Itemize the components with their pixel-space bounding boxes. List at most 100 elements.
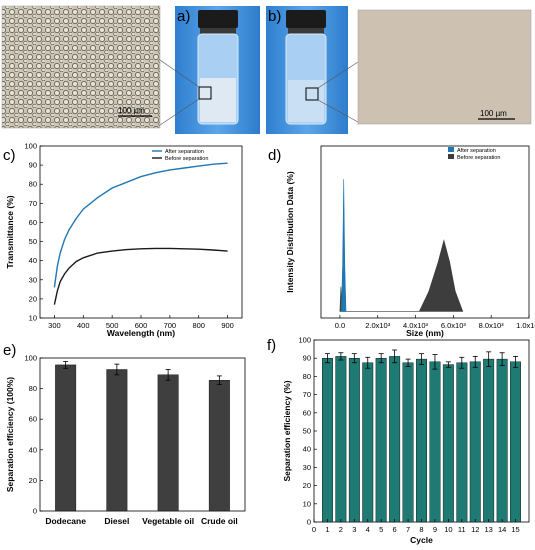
y-axis-label: Separation efficiency (%) [282, 380, 292, 481]
y-tick-label: 100 [24, 354, 37, 363]
x-tick-label: 11 [458, 525, 466, 534]
zoom-box-after [305, 87, 319, 101]
bar [55, 364, 77, 512]
zoom-box-before [198, 86, 212, 100]
plot-frame [39, 357, 246, 512]
x-tick-label: 7 [406, 525, 410, 534]
x-tick-label: 900 [221, 321, 234, 330]
x-axis-label: Cycle [410, 535, 433, 545]
bar [322, 358, 333, 523]
bar [335, 356, 347, 523]
plot-frame [320, 145, 530, 319]
y-tick-label: 60 [303, 408, 311, 417]
chart-panel-c: 10 20 30 40 50 60 70 80 90 100 300 400 500 600 700 800 9… [3, 142, 243, 338]
y-tick-label: 80 [29, 384, 37, 393]
bar [348, 358, 360, 523]
y-tick-label: 60 [29, 415, 37, 424]
bar [208, 380, 230, 512]
bar [456, 362, 468, 523]
y-tick-label: 30 [303, 463, 311, 472]
y-tick-label: 20 [29, 294, 37, 303]
zoom-line [317, 99, 359, 123]
panel-label: f) [267, 337, 276, 354]
y-tick-label: 80 [29, 180, 37, 189]
panel-label: c) [3, 147, 16, 164]
x-tick-label: 15 [511, 525, 519, 534]
zoom-line [159, 98, 200, 126]
y-tick-label: 50 [29, 237, 37, 246]
x-tick-label: 14 [498, 525, 506, 534]
legend-swatch [448, 147, 454, 152]
y-axis-label: Transmittance (%) [5, 195, 15, 268]
x-tick-label: 6.0x10³ [441, 321, 467, 330]
x-tick-label: 300 [48, 321, 61, 330]
x-axis-label: Wavelength (nm) [107, 328, 175, 338]
legend-label: Before separation [457, 155, 500, 161]
micrograph-before: 100 µm [1, 5, 161, 129]
y-tick-label: 100 [298, 336, 311, 345]
plot-frame [39, 145, 243, 319]
zoom-line [159, 59, 200, 88]
y-tick-label: 90 [303, 354, 311, 363]
zoom-line [317, 61, 359, 89]
vial-photo-before: a) [175, 6, 260, 134]
y-tick-label: 20 [29, 476, 37, 485]
y-tick-label: 40 [303, 445, 311, 454]
y-tick-label: 10 [303, 499, 311, 508]
y-tick-label: 0 [33, 507, 37, 516]
category-label: Vegetable oil [142, 516, 194, 526]
x-tick-label: 0 [312, 525, 316, 534]
bar [416, 358, 427, 523]
x-tick-label: 2.0x10³ [365, 321, 391, 330]
x-tick-label: 700 [164, 321, 177, 330]
x-tick-label: 9 [433, 525, 437, 534]
x-tick-label: 12 [471, 525, 479, 534]
x-tick-label: 6 [393, 525, 397, 534]
y-tick-label: 40 [29, 445, 37, 454]
y-tick-label: 100 [24, 142, 37, 151]
y-tick-label: 40 [29, 256, 37, 265]
y-tick-label: 10 [29, 314, 37, 323]
x-axis-label: Size (nm) [406, 328, 444, 338]
bar [469, 361, 481, 523]
x-tick-label: 1 [325, 525, 329, 534]
bar [389, 356, 401, 523]
y-tick-label: 80 [303, 372, 311, 381]
panel-label: d) [268, 147, 281, 164]
category-label: Dodecane [45, 516, 86, 526]
bar [362, 362, 374, 523]
y-tick-label: 70 [29, 199, 37, 208]
legend-label: Before separation [165, 156, 208, 162]
x-tick-label: 2 [339, 525, 343, 534]
scale-label-right: 100 µm [480, 109, 507, 118]
y-tick-label: 30 [29, 275, 37, 284]
panel-label-b: b) [268, 8, 281, 25]
bar [106, 369, 128, 512]
vial-photo-after: b) [266, 6, 348, 134]
bar [496, 358, 508, 523]
y-tick-label: 70 [303, 390, 311, 399]
x-tick-label: 10 [444, 525, 452, 534]
x-tick-label: 8.0x10³ [479, 321, 505, 330]
category-label: Crude oil [201, 516, 238, 526]
series-area [341, 179, 347, 312]
y-tick-label: 0 [307, 518, 311, 527]
x-tick-label: 600 [135, 321, 148, 330]
category-label: Diesel [104, 516, 129, 526]
bar [157, 374, 179, 512]
x-tick-label: 800 [192, 321, 205, 330]
series-area [339, 239, 464, 312]
micrograph-after: 100 µm [357, 9, 532, 125]
x-tick-label: 500 [106, 321, 119, 330]
x-tick-label: 1.0x10⁴ [516, 321, 535, 330]
x-tick-label: 3 [352, 525, 356, 534]
x-tick-label: 4.0x10³ [403, 321, 429, 330]
y-tick-label: 20 [303, 481, 311, 490]
y-tick-label: 60 [29, 218, 37, 227]
x-tick-label: 0.0 [335, 321, 345, 330]
legend-swatch [448, 154, 454, 159]
y-axis-label: Separation efficiency (100%) [5, 377, 15, 492]
y-tick-label: 50 [303, 427, 311, 436]
x-tick-label: 4 [366, 525, 370, 534]
